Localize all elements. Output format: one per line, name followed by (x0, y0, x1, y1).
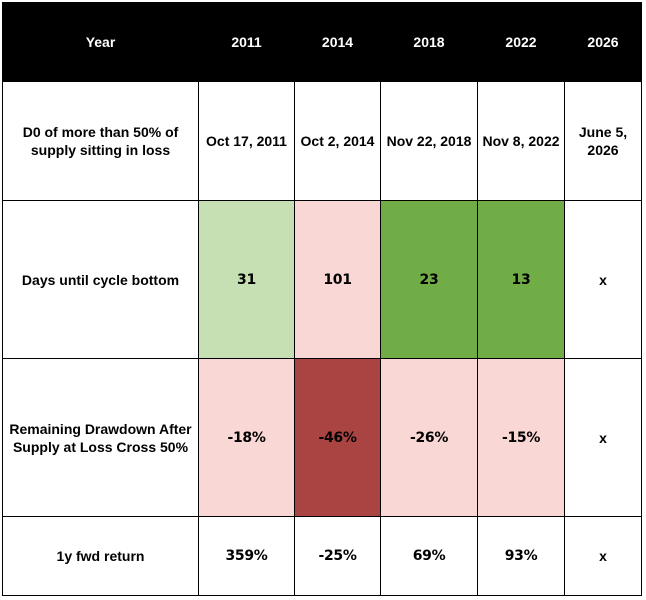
return-cell: 93% (477, 516, 565, 596)
header-row: Year 2011 2014 2018 2022 2026 (2, 2, 642, 82)
date-cell: Nov 22, 2018 (380, 81, 478, 201)
days-row: Days until cycle bottom 31 101 23 13 x (2, 200, 642, 359)
date-cell: Nov 8, 2022 (477, 81, 565, 201)
days-cell: 101 (294, 200, 381, 359)
return-cell: -25% (294, 516, 381, 596)
year-header: 2011 (198, 2, 295, 82)
drawdown-cell: -46% (294, 358, 381, 517)
drawdown-cell: -26% (380, 358, 478, 517)
return-cell: 69% (380, 516, 478, 596)
row-label: D0 of more than 50% of supply sitting in… (2, 81, 199, 201)
date-cell: June 5, 2026 (564, 81, 642, 201)
row-label: Days until cycle bottom (2, 200, 199, 359)
date-cell: Oct 2, 2014 (294, 81, 381, 201)
return-cell: x (564, 516, 642, 596)
days-cell: 23 (380, 200, 478, 359)
days-cell: 31 (198, 200, 295, 359)
days-cell: x (564, 200, 642, 359)
dates-row: D0 of more than 50% of supply sitting in… (2, 81, 642, 201)
return-row: 1y fwd return 359% -25% 69% 93% x (2, 516, 642, 596)
drawdown-cell: -15% (477, 358, 565, 517)
drawdown-cell: -18% (198, 358, 295, 517)
year-header: 2022 (477, 2, 565, 82)
days-cell: 13 (477, 200, 565, 359)
row-label: Remaining Drawdown After Supply at Loss … (2, 358, 199, 517)
drawdown-cell: x (564, 358, 642, 517)
row-label: 1y fwd return (2, 516, 199, 596)
header-label: Year (2, 2, 199, 82)
year-header: 2018 (380, 2, 478, 82)
year-header: 2026 (564, 2, 642, 82)
drawdown-row: Remaining Drawdown After Supply at Loss … (2, 358, 642, 517)
date-cell: Oct 17, 2011 (198, 81, 295, 201)
year-header: 2014 (294, 2, 381, 82)
return-cell: 359% (198, 516, 295, 596)
